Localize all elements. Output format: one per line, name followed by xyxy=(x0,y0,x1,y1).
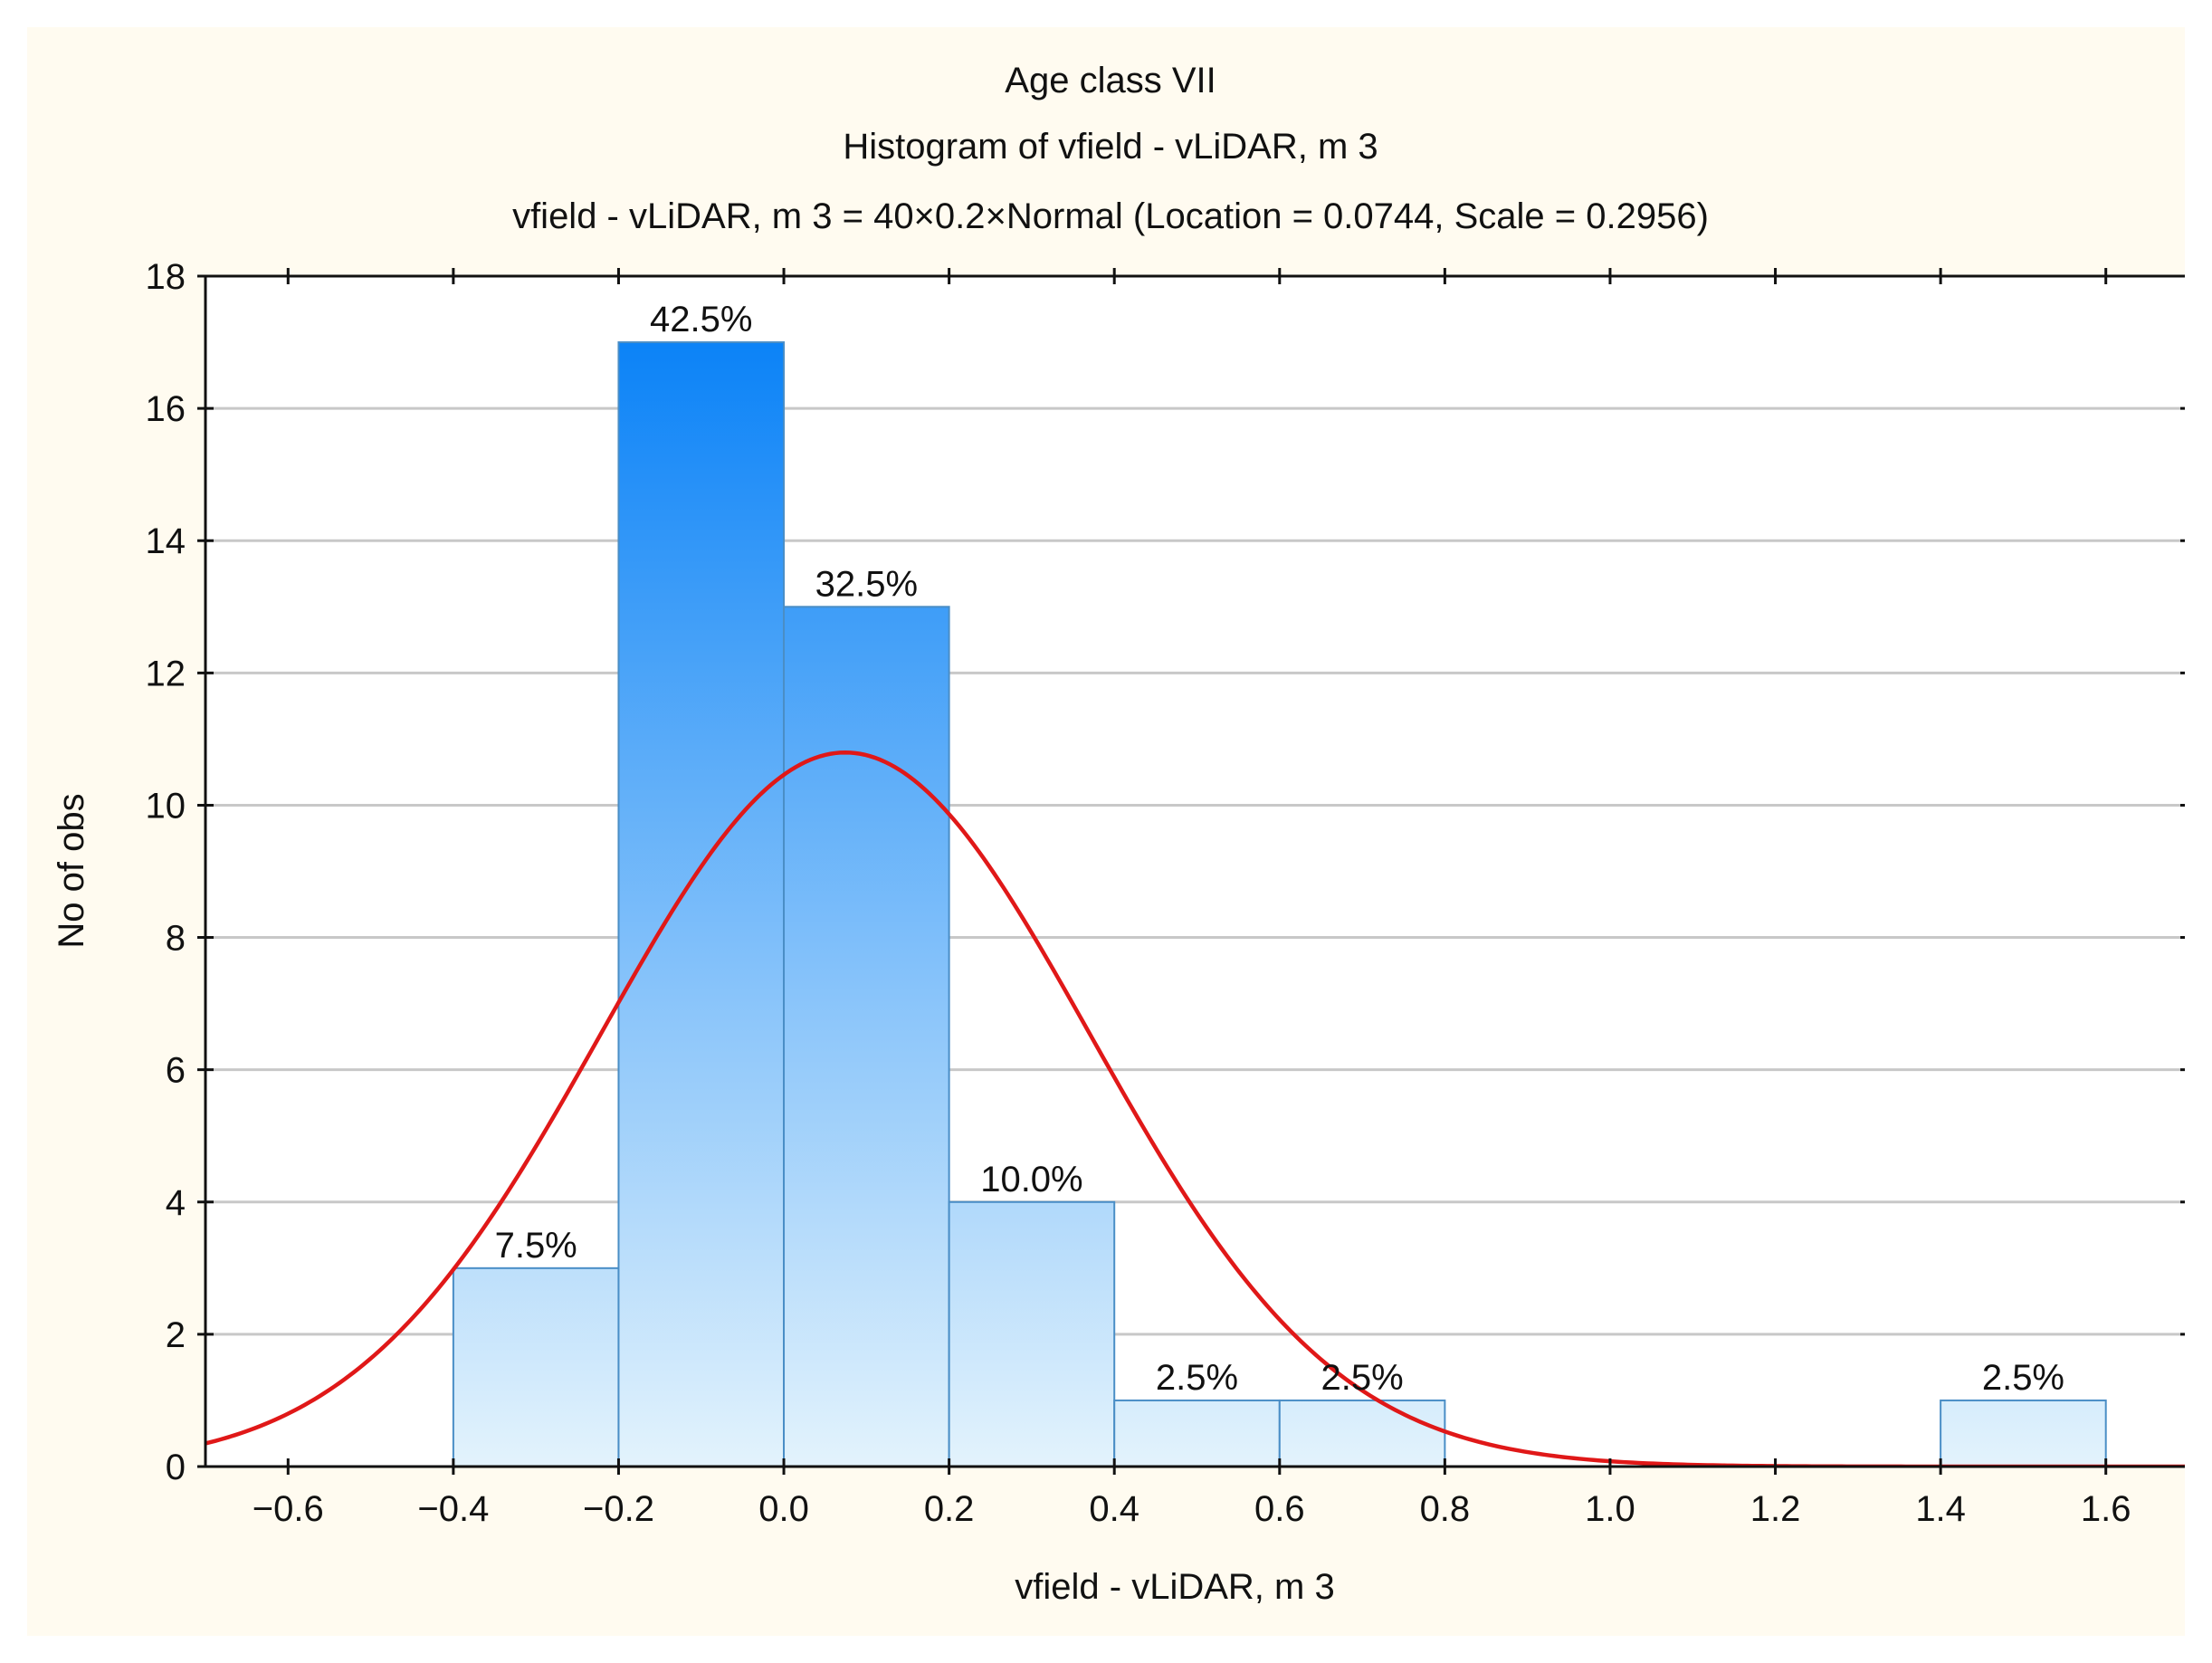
y-tick-label: 2 xyxy=(166,1315,186,1355)
y-tick-label: 10 xyxy=(146,786,186,826)
x-tick-label: 1.6 xyxy=(2081,1489,2131,1529)
x-tick-label: 1.4 xyxy=(1915,1489,1966,1529)
y-tick-label: 6 xyxy=(166,1051,186,1091)
histogram-bar xyxy=(452,1266,620,1468)
x-tick-label: −0.4 xyxy=(417,1489,489,1529)
histogram-chart: Age class VII Histogram of vfield - vLiD… xyxy=(52,61,2185,1607)
x-tick-label: 0.4 xyxy=(1089,1489,1139,1529)
chart-title: Age class VII xyxy=(1005,61,1216,100)
bar-percent-label: 42.5% xyxy=(650,300,752,339)
y-tick-label: 12 xyxy=(146,654,186,693)
x-tick-label: 0.8 xyxy=(1420,1489,1471,1529)
x-axis-label: vfield - vLiDAR, m 3 xyxy=(1015,1567,1334,1607)
histogram-bar xyxy=(1113,1399,1281,1468)
bar-percent-label: 2.5% xyxy=(1156,1358,1238,1398)
x-tick-label: 0.6 xyxy=(1254,1489,1305,1529)
histogram-bar xyxy=(783,606,950,1467)
y-tick-label: 16 xyxy=(146,389,186,429)
axis-ticks xyxy=(197,268,2185,1475)
x-tick-label: 0.0 xyxy=(758,1489,809,1529)
histogram-bar xyxy=(1278,1399,1446,1468)
y-tick-labels: 0 2 4 6 8 10 12 14 16 18 xyxy=(146,257,186,1487)
histogram-bar xyxy=(1940,1399,2107,1468)
bar-percent-label: 10.0% xyxy=(980,1160,1082,1199)
histogram-bar xyxy=(948,1200,1116,1468)
x-tick-label: 1.0 xyxy=(1585,1489,1635,1529)
fit-label: vfield - vLiDAR, m 3 = 40×0.2×Normal (Lo… xyxy=(512,196,1709,236)
x-tick-labels: −0.6 −0.4 −0.2 0.0 0.2 0.4 0.6 0.8 1.0 1.2 1.4 1.6 xyxy=(253,1489,2131,1529)
y-tick-label: 14 xyxy=(146,521,186,561)
plot-frame xyxy=(204,274,2185,1468)
y-tick-label: 4 xyxy=(166,1183,186,1223)
x-tick-label: −0.6 xyxy=(253,1489,324,1529)
histogram-bars xyxy=(452,341,2107,1468)
bar-percent-label: 7.5% xyxy=(495,1226,577,1266)
bar-percent-label: 2.5% xyxy=(1982,1358,2064,1398)
y-tick-label: 18 xyxy=(146,257,186,297)
y-axis-label: No of obs xyxy=(52,793,91,948)
bar-percent-label: 32.5% xyxy=(815,564,918,604)
bar-percentage-labels: 7.5% 42.5% 32.5% 10.0% 2.5% 2.5% 2.5% xyxy=(495,300,2064,1398)
chart-subtitle: Histogram of vfield - vLiDAR, m 3 xyxy=(843,127,1378,167)
y-tick-label: 8 xyxy=(166,919,186,959)
y-tick-label: 0 xyxy=(166,1448,186,1487)
x-tick-label: −0.2 xyxy=(583,1489,654,1529)
x-tick-label: 1.2 xyxy=(1750,1489,1801,1529)
x-tick-label: 0.2 xyxy=(924,1489,975,1529)
histogram-bar xyxy=(617,341,786,1467)
chart-figure: Age class VII Histogram of vfield - vLiD… xyxy=(27,27,2185,1636)
bar-percent-label: 2.5% xyxy=(1321,1358,1403,1398)
